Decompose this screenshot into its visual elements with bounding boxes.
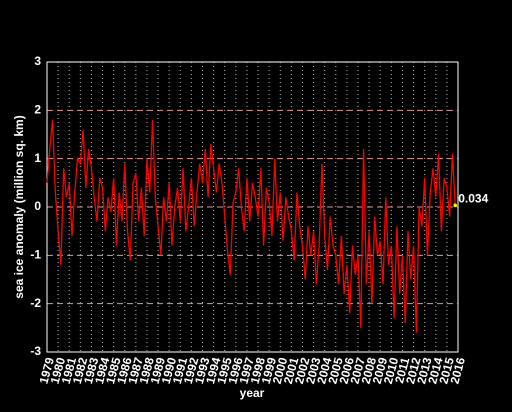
data-line (46, 119, 456, 333)
x-tick-label: 1982 (70, 356, 91, 386)
x-axis-label: year (240, 386, 265, 400)
x-tick-label: 2005 (325, 356, 346, 386)
y-tick-label: 2 (34, 103, 41, 117)
x-tick-label: 1996 (225, 356, 246, 386)
x-tick-label: 1993 (192, 356, 213, 386)
y-tick-label: 1 (34, 151, 41, 165)
x-tick-label: 1979 (37, 356, 58, 386)
y-tick-label: 0 (34, 199, 41, 213)
x-tick-label: 1991 (170, 356, 191, 386)
x-tick-label: 1998 (248, 356, 269, 386)
x-tick-label: 1990 (159, 356, 180, 386)
y-axis-label: sea ice anomaly (million sq. km) (12, 115, 26, 298)
x-tick-label: 1992 (181, 356, 202, 386)
x-tick-label: 1995 (214, 356, 235, 386)
x-tick-label: 2013 (414, 356, 435, 386)
x-tick-label: 2010 (381, 356, 402, 386)
y-tick-label: -1 (30, 248, 41, 262)
x-tick-label: 1980 (48, 356, 69, 386)
x-tick-label: 1983 (81, 356, 102, 386)
x-tick-label: 1997 (236, 356, 257, 386)
x-tick-label: 1987 (125, 356, 146, 386)
x-tick-label: 2009 (370, 356, 391, 386)
x-tick-label: 2008 (359, 356, 380, 386)
x-tick-label: 1984 (92, 356, 113, 386)
x-tick-label: 2016 (448, 356, 469, 386)
x-tick-label: 2006 (336, 356, 357, 386)
x-tick-label: 2001 (281, 356, 302, 386)
y-tick-label: -3 (30, 344, 41, 358)
y-tick-label: 3 (34, 54, 41, 68)
plot-frame (46, 61, 459, 353)
x-tick-label: 1989 (148, 356, 169, 386)
y-tick-label: -2 (30, 296, 41, 310)
x-tick-label: 2014 (425, 356, 446, 386)
x-tick-label: 1981 (59, 356, 80, 386)
x-tick-label: 1988 (137, 356, 158, 386)
x-tick-label: 1999 (259, 356, 280, 386)
annotation: 0.034 (458, 192, 488, 206)
last-point (453, 203, 458, 208)
x-tick-label: 2003 (303, 356, 324, 386)
x-tick-label: 1985 (103, 356, 124, 386)
x-tick-label: 2004 (314, 356, 335, 386)
x-tick-label: 2015 (436, 356, 457, 386)
x-tick-label: 2012 (403, 356, 424, 386)
x-tick-label: 2000 (270, 356, 291, 386)
x-tick-label: 2011 (392, 356, 412, 385)
x-tick-label: 2002 (292, 356, 313, 386)
x-tick-label: 1994 (203, 356, 224, 386)
x-tick-label: 2007 (348, 356, 369, 386)
x-tick-label: 1986 (114, 356, 135, 386)
